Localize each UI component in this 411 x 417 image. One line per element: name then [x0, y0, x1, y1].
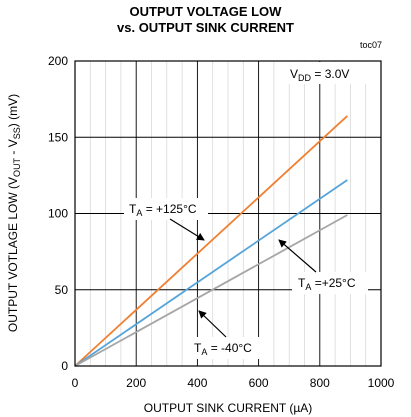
condition-label: VDD = 3.0V	[290, 67, 349, 83]
x-tick-label: 0	[72, 376, 79, 390]
x-tick-label: 1000	[368, 376, 395, 390]
chart-title: OUTPUT VOLTAGE LOW	[129, 4, 282, 19]
series-line-0	[74, 115, 348, 367]
series-line-1	[74, 179, 348, 367]
x-axis-label: OUTPUT SINK CURRENT (µA)	[143, 401, 313, 415]
annotation-label-25: TA =+25°C	[298, 276, 356, 292]
y-tick-label: 200	[48, 54, 68, 68]
x-tick-label: 200	[126, 376, 146, 390]
annotation-box-25	[292, 272, 368, 294]
x-tick-label: 800	[310, 376, 330, 390]
x-tick-label: 400	[187, 376, 207, 390]
annotation-box-125	[124, 198, 208, 220]
annotation-arrow-25	[278, 239, 317, 273]
annotation-arrow-40	[198, 310, 227, 338]
y-tick-label: 150	[48, 130, 68, 144]
plot-frame	[74, 60, 382, 367]
y-tick-label: 100	[48, 207, 68, 221]
y-tick-label: 50	[55, 283, 69, 297]
condition-box	[284, 62, 372, 84]
annotation-arrow-125	[169, 218, 205, 241]
figure-reference-tag: toc07	[360, 40, 383, 50]
series-lines	[74, 115, 348, 367]
annotation-label-40: TA = -40°C	[194, 341, 252, 357]
y-tick-labels: 0 50 100 150 200	[48, 54, 68, 373]
series-line-2	[74, 214, 348, 367]
y-tick-label: 0	[61, 359, 68, 373]
chart-subtitle: vs. OUTPUT SINK CURRENT	[117, 20, 294, 35]
x-tick-labels: 0 200 400 600 800 1000	[72, 376, 395, 390]
annotation-box-40	[188, 337, 264, 359]
x-tick-label: 600	[249, 376, 269, 390]
annotation-label-125: TA = +125°C	[129, 202, 197, 218]
